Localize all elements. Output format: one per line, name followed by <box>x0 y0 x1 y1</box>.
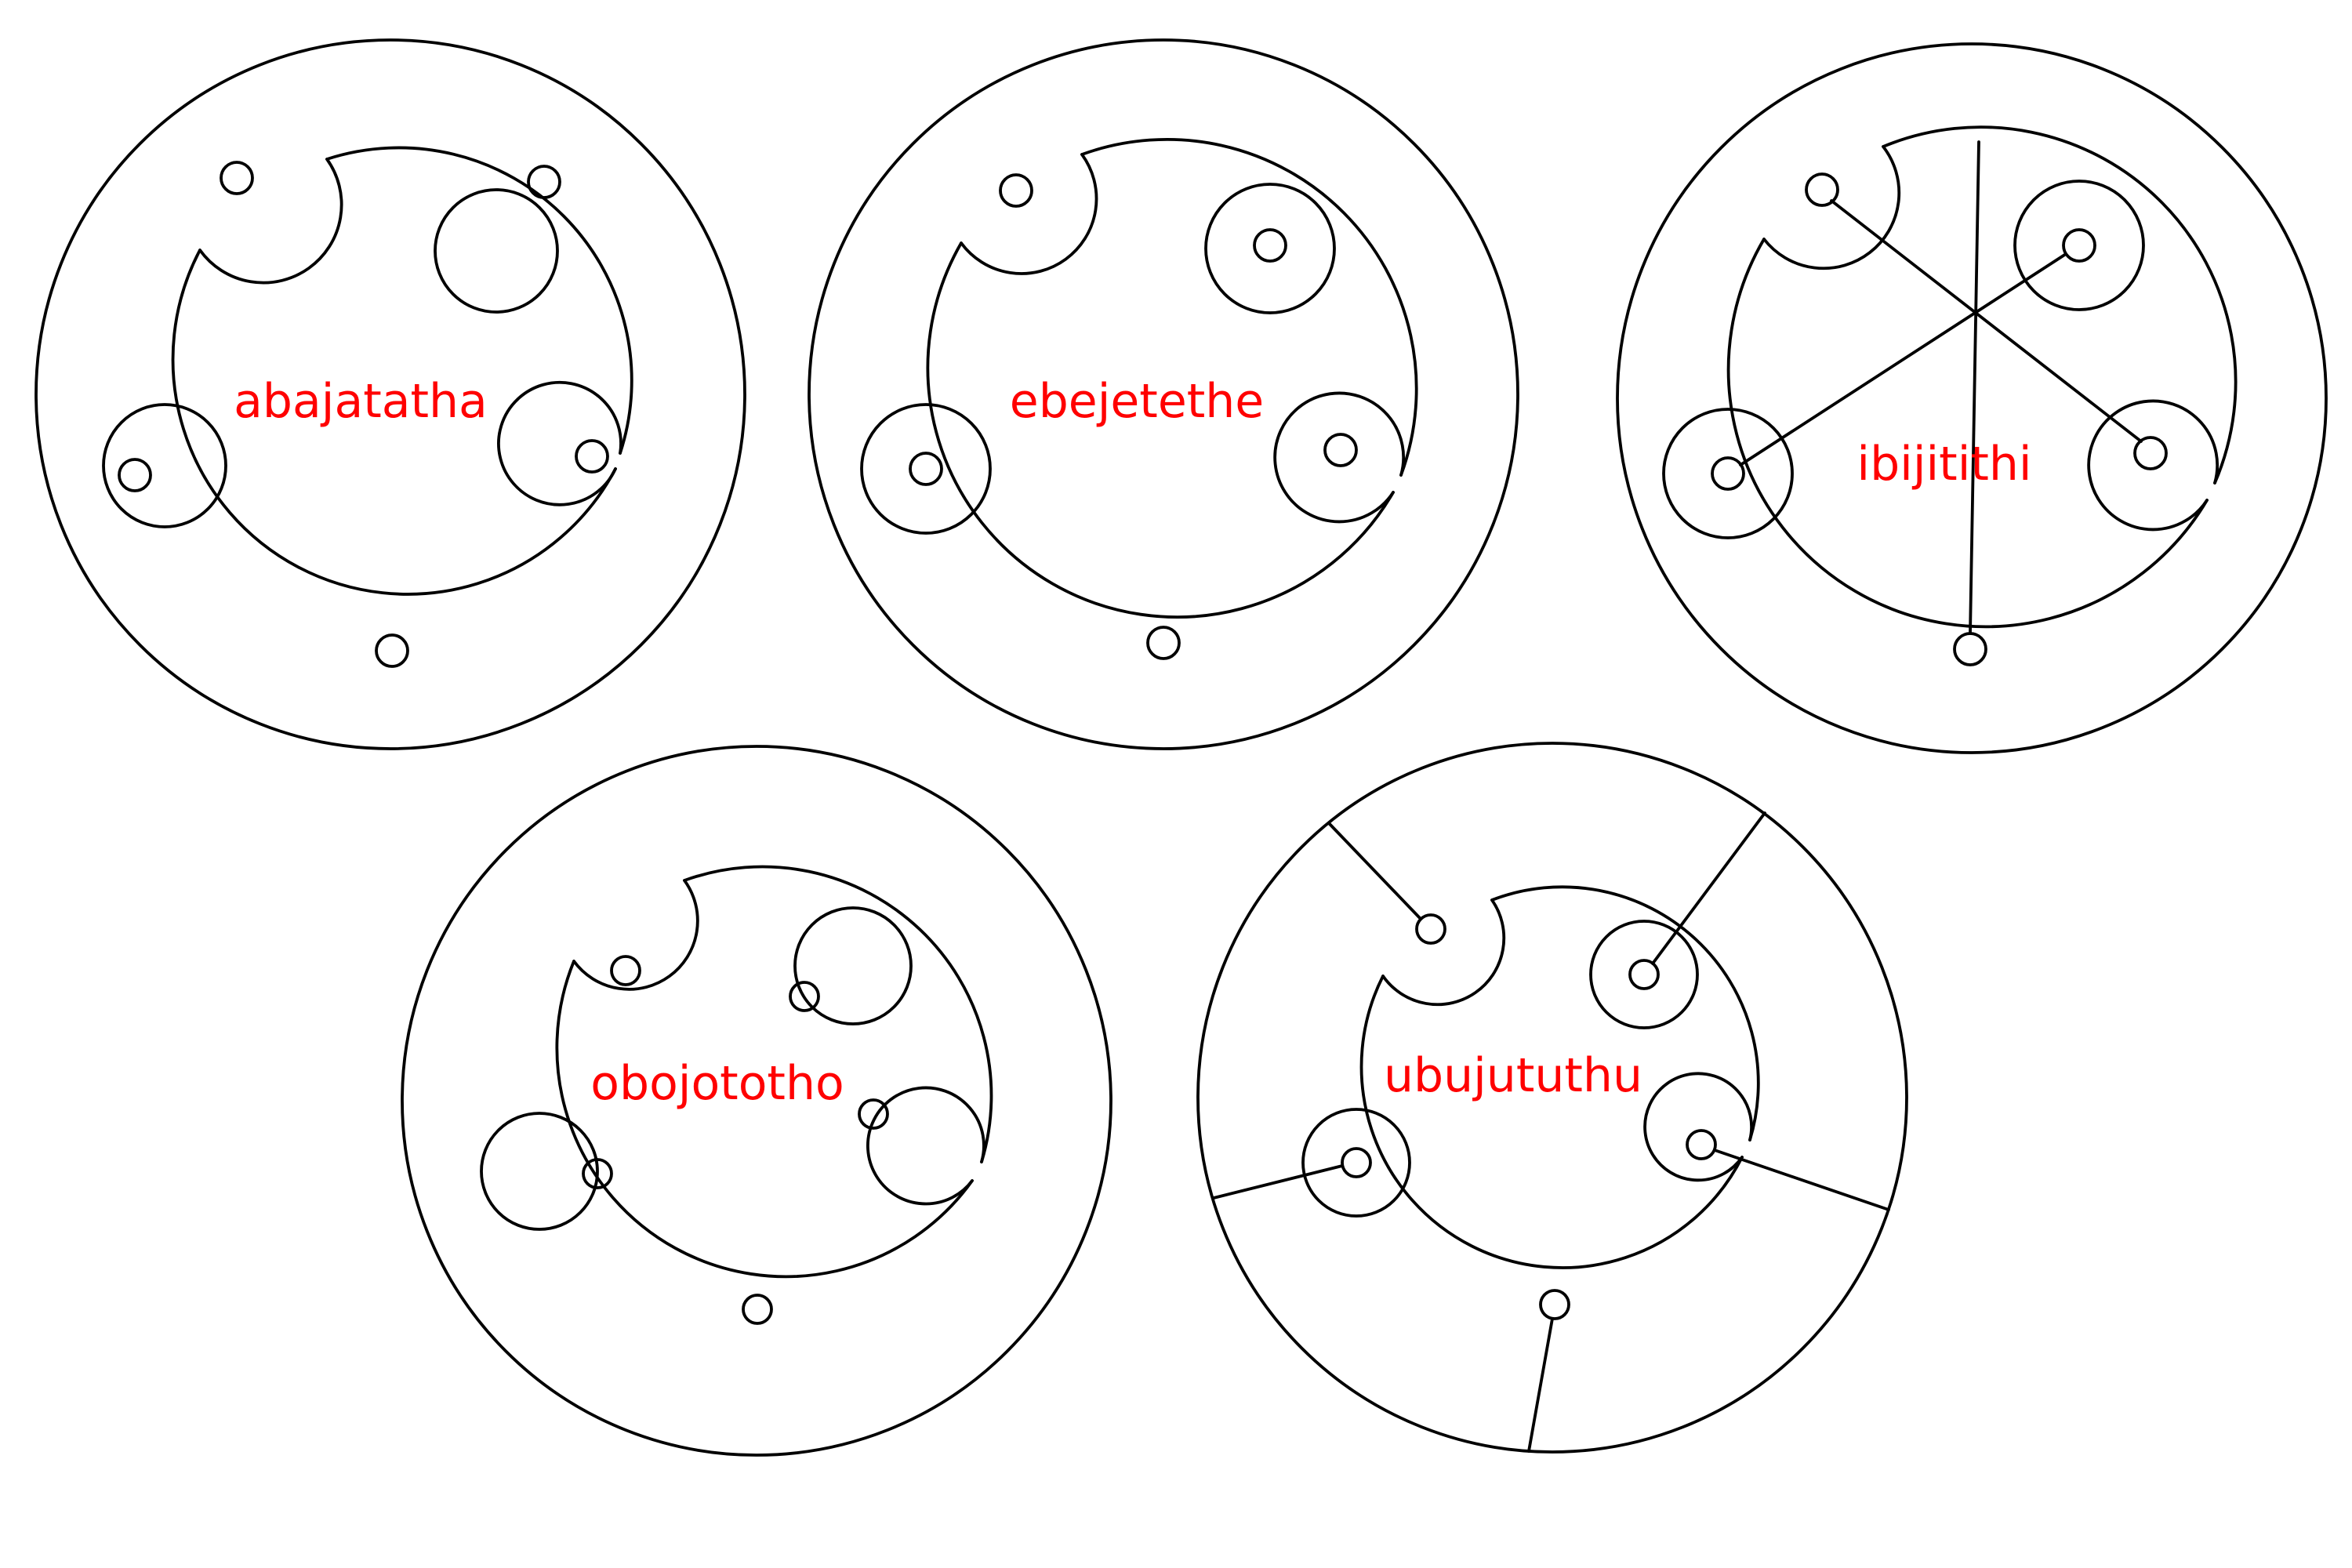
o-vowel-mark <box>789 981 820 1012</box>
word-circle <box>1726 125 2238 629</box>
e-vowel-mark <box>1323 433 1358 467</box>
vowel-connector-line <box>1830 199 2143 443</box>
j-consonant-circle <box>434 188 559 314</box>
outer-circle <box>1196 742 1908 1454</box>
figure-ubujututhu: ubujututhu <box>1196 742 1908 1454</box>
th-consonant-circle <box>1662 408 1794 539</box>
i-vowel-mark <box>1953 632 1987 666</box>
b-consonant-arc <box>960 153 1098 275</box>
word-circle <box>926 138 1418 619</box>
t-consonant-arc <box>866 1086 985 1206</box>
th-consonant-circle <box>1301 1108 1411 1218</box>
u-vowel-mark <box>1628 959 1660 990</box>
j-consonant-circle <box>1589 920 1699 1029</box>
word-circle <box>171 146 633 596</box>
vowel-connector-line <box>1527 1317 1554 1453</box>
figure-obojototho: obojototho <box>401 745 1112 1457</box>
e-vowel-mark <box>999 173 1033 208</box>
figure-abajatatha: abajatatha <box>34 38 746 750</box>
j-consonant-circle <box>1204 183 1336 314</box>
figure-ibijitithi: ibijitithi <box>1616 42 2328 754</box>
word-circle <box>555 865 993 1279</box>
i-vowel-mark <box>2062 228 2096 263</box>
t-consonant-arc <box>497 380 622 506</box>
a-vowel-mark <box>118 458 152 492</box>
vowel-connector-line <box>1969 140 1980 635</box>
outer-circle <box>1616 42 2328 754</box>
u-vowel-mark <box>1415 913 1446 945</box>
i-vowel-mark <box>2133 436 2168 470</box>
b-consonant-arc <box>1762 145 1901 270</box>
b-consonant-arc <box>1381 898 1506 1007</box>
word-label: ibijitithi <box>1857 437 2031 492</box>
outer-circle <box>808 38 1519 750</box>
o-vowel-mark <box>858 1098 889 1130</box>
u-vowel-mark <box>1686 1129 1717 1160</box>
a-vowel-mark <box>375 633 409 668</box>
vowel-connector-line <box>1327 822 1422 920</box>
i-vowel-mark <box>1711 456 1745 491</box>
word-label: obojototho <box>590 1056 844 1111</box>
outer-circle <box>34 38 746 750</box>
j-consonant-circle <box>793 906 913 1025</box>
th-consonant-circle <box>860 403 992 535</box>
word-label: ubujututhu <box>1384 1048 1642 1103</box>
th-consonant-circle <box>102 403 227 528</box>
a-vowel-mark <box>220 161 254 195</box>
vowel-connector-line <box>1713 1149 1890 1211</box>
t-consonant-arc <box>2087 399 2220 532</box>
o-vowel-mark <box>610 955 641 986</box>
o-vowel-mark <box>582 1158 613 1189</box>
e-vowel-mark <box>1253 228 1287 263</box>
u-vowel-mark <box>1341 1147 1372 1178</box>
vowel-connector-line <box>1651 811 1766 965</box>
word-circle <box>1359 885 1760 1269</box>
b-consonant-arc <box>572 879 699 991</box>
th-consonant-circle <box>480 1112 599 1231</box>
i-vowel-mark <box>1805 172 1839 207</box>
word-label: abajatatha <box>234 374 488 429</box>
e-vowel-mark <box>909 452 943 486</box>
vowel-connector-line <box>1739 252 2067 466</box>
a-vowel-mark <box>575 439 609 474</box>
vowel-connector-line <box>1212 1164 1344 1200</box>
o-vowel-mark <box>742 1294 773 1325</box>
t-consonant-arc <box>1643 1072 1753 1182</box>
a-vowel-mark <box>527 165 561 199</box>
u-vowel-mark <box>1539 1289 1570 1320</box>
figure-ebejetethe: ebejetethe <box>808 38 1519 750</box>
word-label: ebejetethe <box>1010 374 1264 429</box>
b-consonant-arc <box>198 158 343 285</box>
j-consonant-circle <box>2013 180 2145 311</box>
e-vowel-mark <box>1146 626 1181 660</box>
outer-circle <box>401 745 1112 1457</box>
t-consonant-arc <box>1273 391 1406 524</box>
